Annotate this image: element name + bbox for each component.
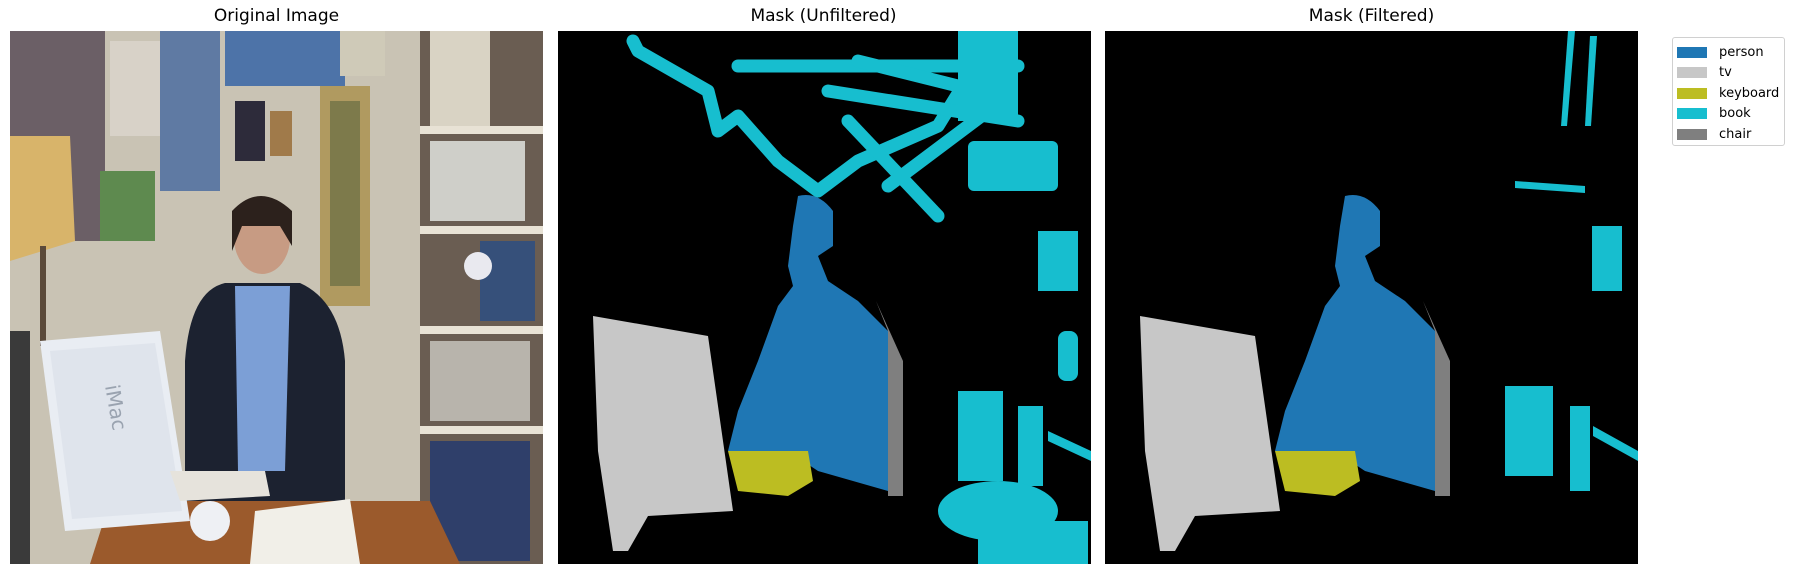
legend-item-person: person	[1677, 42, 1764, 62]
original-image-title: Original Image	[10, 6, 543, 26]
legend-label: book	[1719, 106, 1751, 121]
legend-item-keyboard: keyboard	[1677, 83, 1779, 103]
legend-swatch-book	[1677, 108, 1707, 119]
filtered-mask	[1105, 31, 1638, 564]
legend-item-book: book	[1677, 103, 1751, 123]
legend-label: keyboard	[1719, 86, 1779, 101]
filtered-mask-title: Mask (Filtered)	[1105, 6, 1638, 26]
legend-swatch-tv	[1677, 67, 1707, 78]
original-image-panel: iMac	[10, 31, 543, 564]
legend-swatch-chair	[1677, 129, 1707, 140]
legend: person tv keyboard book chair	[1672, 37, 1785, 146]
legend-swatch-person	[1677, 47, 1707, 58]
unfiltered-mask-panel	[558, 31, 1091, 564]
original-photo: iMac	[10, 31, 543, 564]
legend-label: tv	[1719, 65, 1732, 80]
unfiltered-mask-title: Mask (Unfiltered)	[557, 6, 1090, 26]
legend-item-chair: chair	[1677, 124, 1751, 144]
legend-item-tv: tv	[1677, 62, 1732, 82]
legend-label: person	[1719, 45, 1764, 60]
legend-swatch-keyboard	[1677, 88, 1707, 99]
filtered-mask-panel	[1105, 31, 1638, 564]
legend-label: chair	[1719, 127, 1751, 142]
unfiltered-mask	[558, 31, 1091, 564]
